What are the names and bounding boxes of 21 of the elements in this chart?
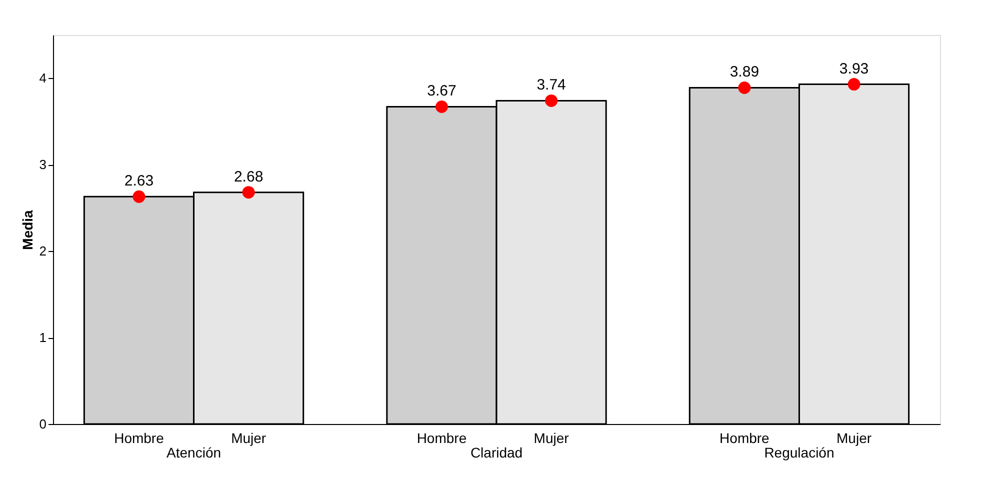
text: Hombre: [416, 430, 467, 446]
x-tick-label: Claridad: [470, 444, 523, 460]
series-label: Hombre: [114, 430, 164, 446]
y-axis-title: Media: [19, 210, 36, 250]
data-label: 3.74: [536, 76, 566, 94]
data-label: 3.93: [839, 60, 869, 78]
series-label: Mujer: [231, 430, 266, 446]
data-label: 3.67: [427, 82, 456, 100]
x-tick-label: Regulación: [764, 444, 834, 460]
data-label: 2.68: [234, 168, 264, 186]
data-label: 2.63: [124, 172, 154, 190]
y-tick-label: 1: [39, 330, 46, 346]
y-tick-label: 4: [39, 70, 46, 86]
text: Mujer: [836, 430, 872, 446]
x-tick-label: Atención: [166, 444, 222, 460]
text: Mujer: [534, 430, 569, 446]
y-tick-label: 3: [39, 157, 46, 172]
data-label: 3.89: [730, 64, 760, 81]
y-tick-label: 2: [39, 244, 46, 259]
text: Hombre: [720, 430, 770, 446]
y-tick-label: 0: [39, 416, 46, 432]
